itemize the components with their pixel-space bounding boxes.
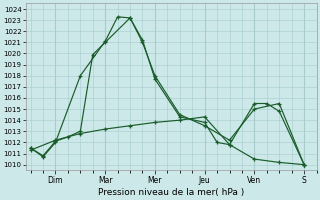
- X-axis label: Pression niveau de la mer( hPa ): Pression niveau de la mer( hPa ): [98, 188, 244, 197]
